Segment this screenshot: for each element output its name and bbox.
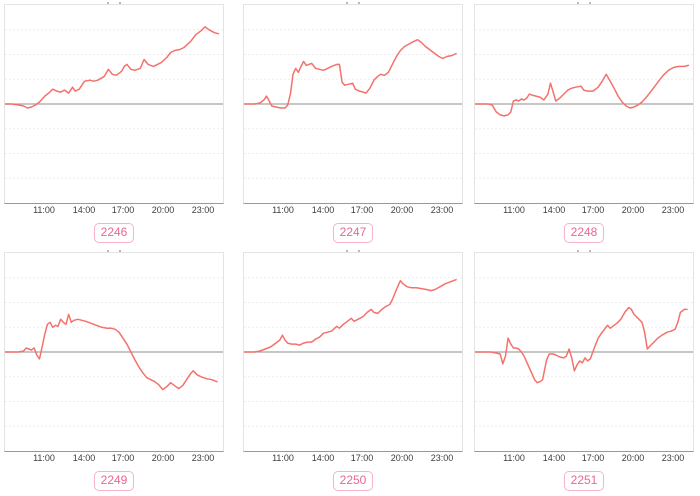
chart-cell: 11:00 14:00 17:00 20:00 23:00 2250 [233,248,467,496]
clipped-title-mark [119,250,121,252]
line-chart [474,252,694,452]
clipped-title-mark [577,250,579,252]
chart-id-row: 2248 [474,223,694,243]
chart-id-link[interactable]: 2251 [563,471,605,491]
clipped-title-mark [358,250,360,252]
x-tick-label: 14:00 [72,453,96,463]
clipped-title-mark [589,2,591,4]
clipped-title-mark [107,2,109,4]
x-tick-label: 20:00 [151,205,175,215]
chart-id-row: 2251 [474,471,694,491]
chart-canvas [5,26,223,179]
x-tick-label: 23:00 [430,453,454,463]
clipped-title-mark [107,250,109,252]
line-chart [243,252,463,452]
x-tick-label: 14:00 [311,205,335,215]
x-tick-label: 17:00 [350,453,374,463]
clipped-chart-title [243,248,463,252]
chart-id-row: 2246 [4,223,224,243]
chart-id-row: 2249 [4,471,224,491]
chart-id-row: 2247 [243,223,463,243]
line-chart [243,4,463,204]
chart-canvas [475,277,693,427]
x-tick-label: 17:00 [581,453,605,463]
clipped-title-mark [577,2,579,4]
chart-id-row: 2250 [243,471,463,491]
chart-cell: 11:00 14:00 17:00 20:00 23:00 2251 [467,248,700,496]
x-tick-label: 23:00 [661,453,685,463]
chart-cell: 11:00 14:00 17:00 20:00 23:00 2247 [233,0,467,248]
x-tick-label: 11:00 [272,205,294,215]
clipped-chart-title [243,0,463,4]
chart-cell: 11:00 14:00 17:00 20:00 23:00 2246 [0,0,233,248]
x-axis: 11:00 14:00 17:00 20:00 23:00 [243,205,463,218]
chart-cell: 11:00 14:00 17:00 20:00 23:00 2248 [467,0,700,248]
x-tick-label: 20:00 [390,205,414,215]
clipped-chart-title [474,0,694,4]
clipped-title-mark [346,2,348,4]
x-tick-label: 14:00 [542,205,566,215]
x-tick-label: 14:00 [72,205,96,215]
x-tick-label: 17:00 [111,453,135,463]
x-tick-label: 20:00 [390,453,414,463]
chart-id-link[interactable]: 2249 [93,471,135,491]
x-tick-label: 14:00 [311,453,335,463]
x-tick-label: 11:00 [503,453,525,463]
x-axis: 11:00 14:00 17:00 20:00 23:00 [474,205,694,218]
clipped-chart-title [474,248,694,252]
x-tick-label: 11:00 [33,453,55,463]
x-tick-label: 17:00 [350,205,374,215]
x-tick-label: 23:00 [191,453,215,463]
clipped-title-mark [346,250,348,252]
x-tick-label: 11:00 [503,205,525,215]
chart-canvas [244,277,462,427]
chart-canvas [475,29,693,179]
x-tick-label: 17:00 [581,205,605,215]
x-axis: 11:00 14:00 17:00 20:00 23:00 [4,205,224,218]
chart-cell: 11:00 14:00 17:00 20:00 23:00 2249 [0,248,233,496]
x-tick-label: 11:00 [272,453,294,463]
line-chart [474,4,694,204]
clipped-title-mark [589,250,591,252]
chart-id-link[interactable]: 2250 [332,471,374,491]
x-tick-label: 20:00 [621,453,645,463]
chart-id-link[interactable]: 2247 [332,223,374,243]
x-tick-label: 23:00 [661,205,685,215]
x-tick-label: 20:00 [621,205,645,215]
x-tick-label: 14:00 [542,453,566,463]
chart-canvas [244,29,462,179]
line-chart [4,252,224,452]
x-axis: 11:00 14:00 17:00 20:00 23:00 [243,453,463,466]
clipped-chart-title [4,0,224,4]
x-tick-label: 23:00 [430,205,454,215]
clipped-title-mark [119,2,121,4]
x-tick-label: 23:00 [191,205,215,215]
clipped-chart-title [4,248,224,252]
chart-id-link[interactable]: 2246 [93,223,135,243]
x-tick-label: 17:00 [111,205,135,215]
chart-id-link[interactable]: 2248 [563,223,605,243]
x-axis: 11:00 14:00 17:00 20:00 23:00 [474,453,694,466]
x-axis: 11:00 14:00 17:00 20:00 23:00 [4,453,224,466]
x-tick-label: 11:00 [33,205,55,215]
chart-canvas [5,277,223,427]
x-tick-label: 20:00 [151,453,175,463]
line-chart [4,4,224,204]
clipped-title-mark [358,2,360,4]
